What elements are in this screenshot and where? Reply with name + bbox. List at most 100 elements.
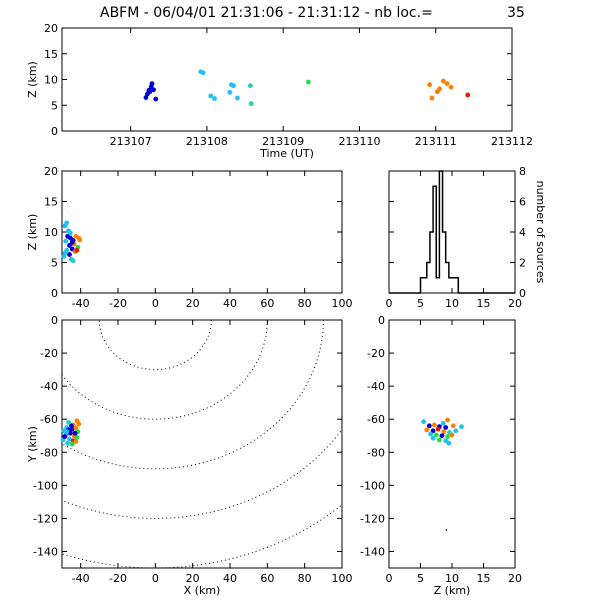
x-tick-label: 20 bbox=[508, 297, 522, 310]
data-point bbox=[212, 96, 217, 101]
y-tick-label: 0 bbox=[51, 314, 58, 327]
x-tick-label: 100 bbox=[332, 572, 353, 585]
histogram-bar bbox=[389, 170, 515, 294]
y-tick-label: 6 bbox=[519, 196, 526, 209]
y-tick-label: -20 bbox=[40, 347, 58, 360]
x-tick-label: 0 bbox=[152, 297, 159, 310]
y-tick-label: -80 bbox=[367, 446, 385, 459]
data-point bbox=[151, 87, 156, 93]
data-point bbox=[72, 430, 78, 436]
data-point bbox=[429, 95, 435, 101]
x-tick-label: 20 bbox=[186, 297, 200, 310]
data-point bbox=[70, 258, 76, 264]
y-tick-label: -140 bbox=[33, 545, 58, 558]
data-point bbox=[428, 431, 433, 437]
data-point bbox=[444, 81, 450, 87]
data-point bbox=[67, 243, 72, 248]
panel-x-y: -40 -20 0 20 40 60 80 100 0 -20 -40 -60 -80 -100 -120 -… bbox=[26, 314, 353, 597]
x-tick-label: 100 bbox=[332, 297, 353, 310]
x-tick-label: 213108 bbox=[186, 135, 228, 148]
plot-frame bbox=[61, 319, 343, 569]
data-point bbox=[421, 419, 427, 425]
x-tick-label: 15 bbox=[477, 572, 491, 585]
y-tick-label: -120 bbox=[33, 512, 58, 525]
data-point bbox=[77, 237, 83, 243]
data-point bbox=[440, 420, 446, 426]
range-ring bbox=[62, 320, 324, 470]
x-tick-label: 15 bbox=[477, 297, 491, 310]
x-tick-label: 213112 bbox=[491, 135, 533, 148]
data-point bbox=[459, 424, 464, 430]
y-tick-label: 8 bbox=[519, 165, 526, 178]
data-point bbox=[443, 425, 449, 430]
data-point bbox=[450, 423, 456, 429]
x-tick-label: 213109 bbox=[262, 135, 304, 148]
data-point bbox=[76, 421, 82, 427]
x-tick-label: 80 bbox=[298, 572, 312, 585]
data-point bbox=[153, 96, 159, 102]
data-point bbox=[441, 429, 447, 434]
data-point bbox=[69, 441, 75, 447]
x-tick-label: 5 bbox=[417, 297, 424, 310]
data-point bbox=[446, 440, 452, 446]
data-point bbox=[427, 82, 433, 88]
x-tick-label: 0 bbox=[386, 297, 393, 310]
x-tick-label: 80 bbox=[298, 297, 312, 310]
data-point bbox=[439, 433, 445, 439]
data-point bbox=[424, 427, 430, 433]
y-tick-label: 20 bbox=[44, 165, 58, 178]
data-point bbox=[145, 91, 150, 97]
y-tick-label: 0 bbox=[51, 125, 58, 138]
x-tick-label: 20 bbox=[508, 572, 522, 585]
y-tick-label: 15 bbox=[44, 48, 58, 61]
data-point bbox=[69, 239, 75, 245]
y-tick-label: 5 bbox=[51, 257, 58, 270]
data-point bbox=[64, 429, 70, 434]
x-tick-label: -20 bbox=[109, 572, 127, 585]
y-tick-label: -60 bbox=[367, 413, 385, 426]
data-point bbox=[430, 435, 436, 441]
x-tick-label: -20 bbox=[109, 297, 127, 310]
data-point bbox=[200, 70, 206, 76]
x-tick-label: 20 bbox=[186, 572, 200, 585]
x-axis-label: Z (km) bbox=[434, 584, 471, 597]
x-tick-label: 60 bbox=[260, 297, 274, 310]
plot-frame bbox=[388, 319, 516, 569]
data-point bbox=[453, 428, 459, 434]
data-point bbox=[62, 434, 68, 439]
data-point bbox=[74, 247, 80, 253]
data-point bbox=[433, 432, 439, 438]
data-point bbox=[66, 420, 71, 425]
x-tick-label: 0 bbox=[386, 572, 393, 585]
data-point bbox=[431, 422, 437, 428]
data-point bbox=[143, 95, 149, 100]
plot-frame bbox=[61, 170, 343, 294]
data-point bbox=[65, 440, 70, 446]
y-axis-label: number of sources bbox=[534, 181, 547, 284]
x-tick-label: 60 bbox=[260, 572, 274, 585]
x-axis-label: Time (UT) bbox=[259, 147, 314, 160]
data-point bbox=[227, 89, 233, 95]
y-tick-label: 4 bbox=[519, 226, 526, 239]
x-tick-label: 213107 bbox=[110, 135, 152, 148]
y-tick-label: -40 bbox=[367, 380, 385, 393]
panel-z-y: 0 5 10 15 20 0 -20 -40 -60 -80 -100 -120 -140 Z (km) bbox=[360, 314, 522, 597]
y-tick-label: -40 bbox=[40, 380, 58, 393]
x-tick-label: 213111 bbox=[415, 135, 457, 148]
y-tick-label: 2 bbox=[519, 257, 526, 270]
y-tick-label: 10 bbox=[44, 74, 58, 87]
y-tick-label: -100 bbox=[33, 479, 58, 492]
data-point bbox=[248, 101, 254, 107]
x-axis-label: X (km) bbox=[184, 584, 221, 597]
data-point bbox=[445, 417, 450, 423]
data-point bbox=[305, 79, 311, 85]
data-point bbox=[67, 436, 72, 442]
data-point bbox=[74, 434, 80, 440]
y-tick-label: -60 bbox=[40, 413, 58, 426]
y-tick-label: -20 bbox=[367, 347, 385, 360]
figure-title: ABFM - 06/04/01 21:31:06 - 21:31:12 - nb… bbox=[100, 5, 433, 21]
data-point bbox=[68, 230, 73, 236]
x-tick-label: -40 bbox=[72, 572, 90, 585]
